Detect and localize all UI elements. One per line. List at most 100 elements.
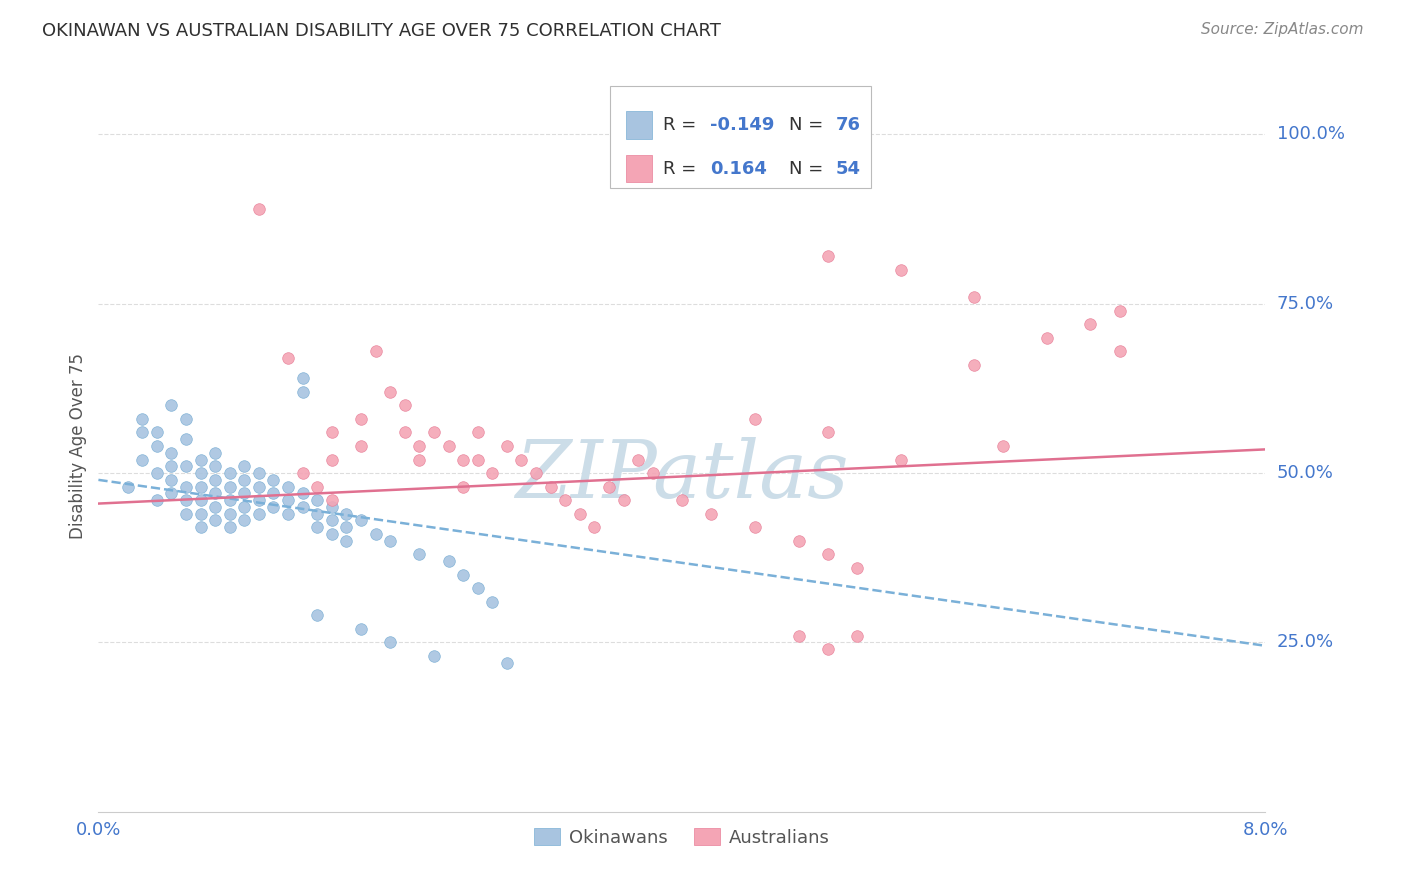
- Point: [335, 507, 357, 521]
- Point: [190, 452, 212, 467]
- Text: 25.0%: 25.0%: [1277, 633, 1334, 651]
- Point: [991, 439, 1014, 453]
- Text: 54: 54: [837, 160, 860, 178]
- Point: [131, 425, 153, 440]
- Point: [204, 486, 226, 500]
- Point: [174, 493, 197, 508]
- Point: [481, 466, 503, 480]
- Point: [321, 514, 343, 528]
- Text: ZIPatlas: ZIPatlas: [515, 436, 849, 514]
- Point: [131, 412, 153, 426]
- Point: [160, 459, 183, 474]
- Point: [146, 425, 169, 440]
- Point: [817, 249, 839, 263]
- Point: [568, 507, 591, 521]
- Legend: Okinawans, Australians: Okinawans, Australians: [527, 821, 837, 854]
- Point: [394, 398, 416, 412]
- Point: [641, 466, 664, 480]
- Point: [364, 344, 387, 359]
- Point: [291, 486, 314, 500]
- Point: [467, 581, 489, 595]
- Point: [380, 635, 402, 649]
- Point: [451, 452, 474, 467]
- Point: [204, 514, 226, 528]
- Text: R =: R =: [664, 116, 702, 134]
- Point: [408, 452, 430, 467]
- Point: [146, 493, 169, 508]
- Point: [671, 493, 693, 508]
- Point: [307, 520, 329, 534]
- Text: -0.149: -0.149: [710, 116, 775, 134]
- Point: [277, 351, 299, 365]
- Point: [321, 425, 343, 440]
- Point: [307, 608, 329, 623]
- Point: [218, 493, 240, 508]
- Point: [233, 500, 256, 514]
- Point: [307, 480, 329, 494]
- Point: [890, 263, 912, 277]
- Point: [583, 520, 606, 534]
- Point: [1035, 331, 1057, 345]
- Point: [262, 473, 284, 487]
- Text: R =: R =: [664, 160, 702, 178]
- Point: [408, 547, 430, 561]
- Point: [174, 480, 197, 494]
- Point: [350, 622, 373, 636]
- Point: [627, 452, 650, 467]
- Point: [481, 595, 503, 609]
- Point: [335, 520, 357, 534]
- Point: [233, 473, 256, 487]
- Point: [190, 466, 212, 480]
- Point: [277, 493, 299, 508]
- Y-axis label: Disability Age Over 75: Disability Age Over 75: [69, 353, 87, 539]
- Point: [174, 459, 197, 474]
- Point: [321, 527, 343, 541]
- Point: [174, 507, 197, 521]
- Bar: [626, 112, 651, 139]
- Point: [190, 493, 212, 508]
- Point: [437, 439, 460, 453]
- Point: [496, 656, 519, 670]
- Point: [190, 480, 212, 494]
- Text: 0.164: 0.164: [710, 160, 766, 178]
- Point: [540, 480, 562, 494]
- Text: 50.0%: 50.0%: [1277, 464, 1333, 482]
- Point: [204, 446, 226, 460]
- Point: [437, 554, 460, 568]
- Point: [524, 466, 547, 480]
- Point: [451, 567, 474, 582]
- Point: [423, 425, 446, 440]
- Point: [817, 547, 839, 561]
- Point: [204, 473, 226, 487]
- Point: [146, 439, 169, 453]
- Point: [364, 527, 387, 541]
- Point: [146, 466, 169, 480]
- Point: [1108, 303, 1130, 318]
- Point: [467, 452, 489, 467]
- Point: [744, 520, 766, 534]
- Point: [423, 648, 446, 663]
- Text: Source: ZipAtlas.com: Source: ZipAtlas.com: [1201, 22, 1364, 37]
- Point: [554, 493, 576, 508]
- Point: [160, 398, 183, 412]
- Text: N =: N =: [789, 160, 830, 178]
- Point: [380, 533, 402, 548]
- Point: [845, 561, 868, 575]
- Point: [218, 480, 240, 494]
- Point: [321, 500, 343, 514]
- Point: [218, 466, 240, 480]
- Point: [291, 384, 314, 399]
- Point: [131, 452, 153, 467]
- Point: [218, 507, 240, 521]
- Point: [380, 384, 402, 399]
- Point: [117, 480, 139, 494]
- Point: [787, 629, 810, 643]
- Point: [350, 439, 373, 453]
- Point: [277, 507, 299, 521]
- Point: [307, 493, 329, 508]
- Point: [174, 412, 197, 426]
- Point: [262, 486, 284, 500]
- Point: [291, 466, 314, 480]
- Point: [321, 452, 343, 467]
- Point: [394, 425, 416, 440]
